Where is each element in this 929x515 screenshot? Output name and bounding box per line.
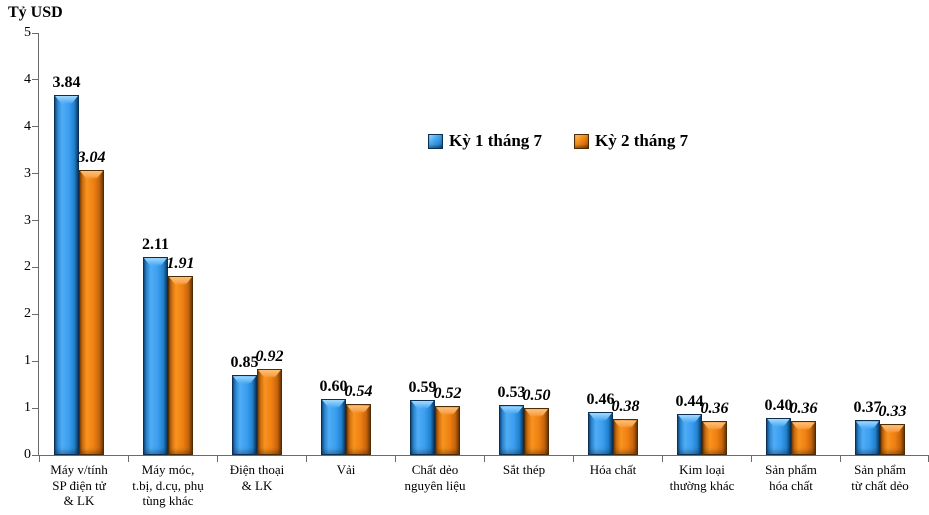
x-axis-category-label: Chất dẻo nguyên liệu	[404, 462, 466, 493]
legend-label-ky2-thang7: Kỳ 2 tháng 7	[595, 131, 689, 150]
bar-series1-cat10	[855, 420, 880, 455]
x-axis-tick	[39, 455, 40, 462]
bar-series1-cat9	[766, 417, 791, 455]
y-axis-tick-label: 2	[24, 306, 31, 322]
bar-value-label-series1-cat5: 0.59	[408, 378, 437, 396]
bar-series2-cat5	[435, 406, 460, 455]
y-axis-title: Tỷ USD	[8, 4, 63, 21]
bar-value-label-series2-cat5: 0.52	[433, 385, 462, 403]
bar-value-label-series1-cat1: 3.84	[52, 73, 81, 91]
y-axis-tick	[32, 173, 39, 175]
bar-series2-cat3	[257, 368, 282, 455]
x-axis-category-label: Máy móc, t.bị, d.cụ, phụ tùng khác	[132, 462, 204, 508]
y-axis-tick	[32, 220, 39, 222]
bar-series2-cat10	[880, 424, 905, 455]
bar-series2-cat8	[702, 421, 727, 455]
bar-series2-cat2	[168, 275, 193, 455]
legend-label-ky1-thang7: Kỳ 1 tháng 7	[449, 131, 543, 150]
x-axis-tick	[306, 455, 307, 462]
bar-series1-cat4	[321, 398, 346, 455]
bar-value-label-series2-cat1: 3.04	[77, 148, 106, 166]
bar-series2-cat7	[613, 419, 638, 455]
bar-series1-cat6	[499, 405, 524, 455]
bar-value-label-series1-cat6: 0.53	[497, 384, 526, 402]
y-axis-tick-label: 3	[24, 212, 31, 228]
bar-value-label-series1-cat7: 0.46	[586, 390, 615, 408]
bar-value-label-series2-cat7: 0.38	[611, 398, 640, 416]
bar-value-label-series2-cat9: 0.36	[789, 400, 818, 418]
bar-series2-cat4	[346, 404, 371, 455]
x-axis-category-label: Kim loại thường khác	[669, 462, 735, 493]
x-axis-category-label: Sắt thép	[502, 462, 546, 477]
bar-series2-cat9	[791, 421, 816, 455]
bar-value-label-series1-cat9: 0.40	[764, 396, 793, 414]
y-axis-tick	[32, 407, 39, 409]
bar-value-label-series1-cat4: 0.60	[319, 377, 348, 395]
y-axis-tick	[32, 454, 39, 456]
bar-series2-cat6	[524, 408, 549, 455]
x-axis-tick	[751, 455, 752, 462]
x-axis-tick	[573, 455, 574, 462]
bar-series1-cat5	[410, 399, 435, 455]
y-axis-tick-label: 5	[24, 25, 31, 40]
bar-value-label-series1-cat10: 0.37	[853, 399, 882, 417]
x-axis-category-label: Điện thoại & LK	[229, 462, 285, 493]
y-axis-tick-label: 1	[24, 353, 31, 369]
legend-item-ky2-thang7: Kỳ 2 tháng 7	[574, 131, 688, 151]
bar-series1-cat3	[232, 375, 257, 455]
bar-value-label-series2-cat8: 0.36	[700, 400, 729, 418]
x-axis-tick	[662, 455, 663, 462]
y-axis-tick	[32, 126, 39, 128]
x-axis-tick	[217, 455, 218, 462]
plot-area: 0 1 1 2 2 3 3 4 4 5 3.84 2.11 0.85 0.60 0.59 0.53 0.46 0.…	[24, 25, 929, 508]
y-axis-tick-label: 4	[24, 71, 31, 87]
x-axis-tick	[484, 455, 485, 462]
bar-value-label-series1-cat2: 2.11	[141, 236, 170, 254]
y-axis-tick-label: 1	[24, 400, 31, 416]
bar-series1-cat7	[588, 411, 613, 455]
bar-value-label-series2-cat10: 0.33	[878, 403, 907, 421]
legend-swatch-orange-icon	[574, 133, 590, 149]
legend: Kỳ 1 tháng 7 Kỳ 2 tháng 7	[428, 131, 688, 151]
x-axis-category-label: Máy v/tính SP điện tử & LK	[50, 462, 108, 508]
bar-value-label-series2-cat4: 0.54	[344, 383, 373, 401]
bar-value-label-series1-cat3: 0.85	[230, 354, 259, 372]
y-axis-tick-label: 0	[24, 447, 31, 462]
y-axis-tick	[32, 266, 39, 268]
legend-item-ky1-thang7: Kỳ 1 tháng 7	[428, 131, 542, 151]
x-axis-tick	[840, 455, 841, 462]
y-axis-tick-label: 4	[24, 118, 31, 134]
bar-series2-cat1	[79, 169, 104, 455]
y-axis-tick	[32, 32, 39, 34]
legend-swatch-blue-icon	[428, 133, 443, 149]
x-axis-category-label: Hóa chất	[589, 462, 637, 477]
y-axis-tick	[32, 360, 39, 362]
y-axis-tick-label: 3	[24, 165, 31, 181]
y-axis-tick	[32, 79, 39, 81]
x-axis-tick	[395, 455, 396, 462]
y-axis-tick-label: 2	[24, 259, 31, 275]
bar-value-label-series1-cat8: 0.44	[675, 392, 704, 410]
bar-value-label-series2-cat3: 0.92	[255, 347, 284, 365]
y-axis-tick	[32, 313, 39, 315]
x-axis-category-label: Sản phẩm từ chất dẻo	[851, 462, 909, 493]
bar-value-label-series2-cat2: 1.91	[166, 254, 195, 272]
bar-value-label-series2-cat6: 0.50	[522, 387, 551, 405]
bar-series1-cat2	[143, 257, 168, 455]
x-axis-category-label: Vải	[336, 462, 356, 477]
x-axis-tick	[128, 455, 129, 462]
x-axis-category-label: Sản phẩm hóa chất	[765, 462, 817, 493]
bar-series1-cat8	[677, 413, 702, 455]
